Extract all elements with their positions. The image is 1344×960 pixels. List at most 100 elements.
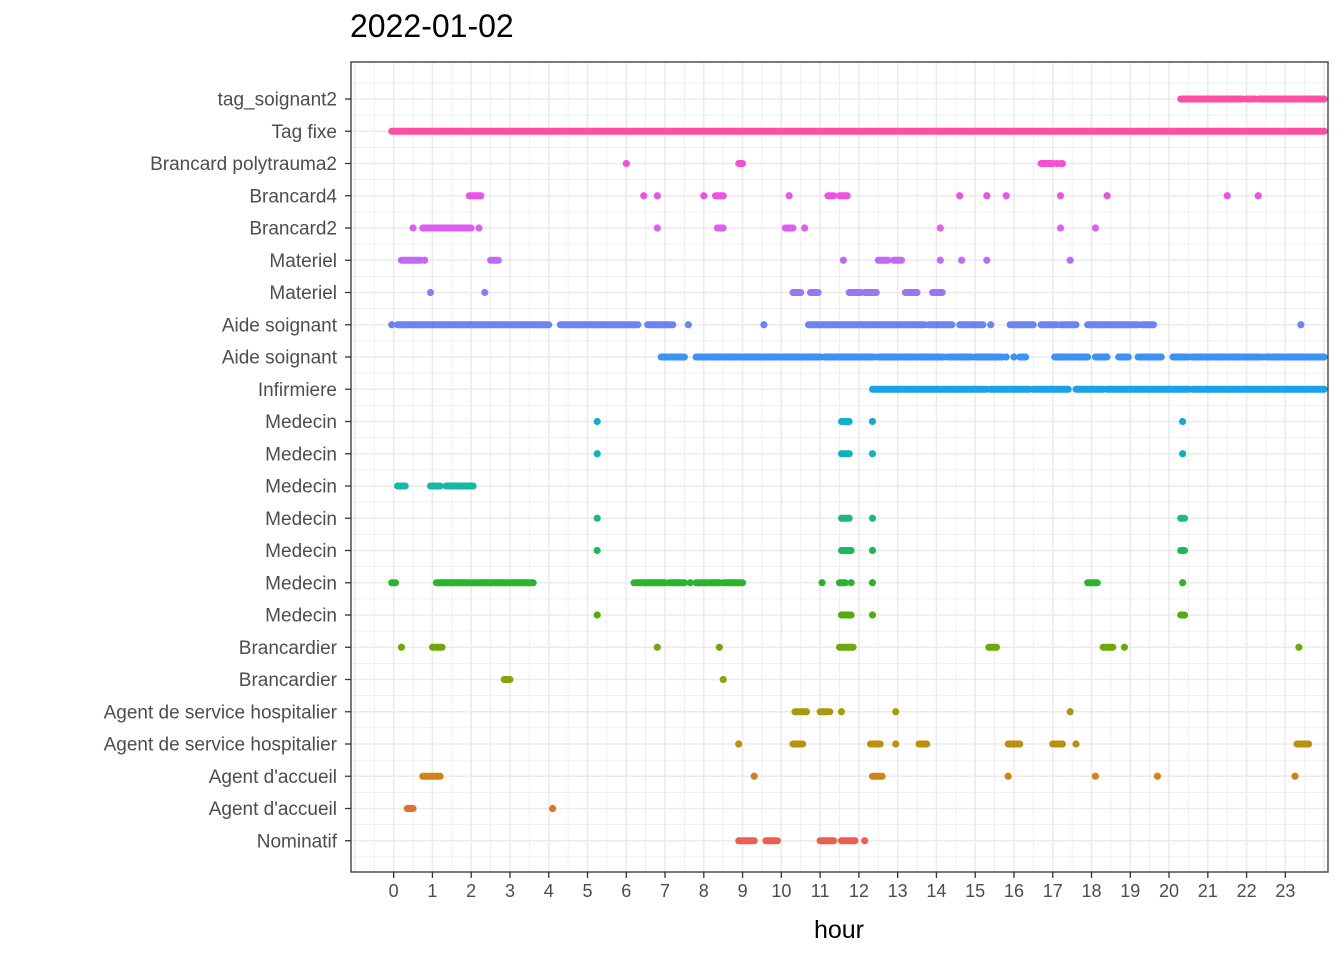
data-point xyxy=(1179,417,1187,426)
data-point xyxy=(593,514,601,522)
data-point xyxy=(1091,224,1099,232)
data-point xyxy=(987,321,995,329)
data-point xyxy=(868,417,877,426)
x-tick-label: 8 xyxy=(699,881,709,901)
y-tick-label: Medecin xyxy=(265,573,337,594)
data-point xyxy=(1053,159,1061,168)
x-tick-label: 10 xyxy=(771,881,791,901)
data-point xyxy=(1066,708,1074,716)
y-tick-label: Brancardier xyxy=(239,670,338,691)
data-point xyxy=(735,740,743,748)
x-tick-label: 18 xyxy=(1081,881,1101,901)
data-point xyxy=(868,579,877,587)
data-point xyxy=(409,224,417,232)
y-tick-label: Agent d'accueil xyxy=(209,799,337,820)
y-tick-label: Agent de service hospitalier xyxy=(104,735,338,756)
data-point xyxy=(956,192,964,200)
data-point xyxy=(593,417,601,426)
data-point xyxy=(750,772,758,780)
data-point xyxy=(1179,579,1187,587)
data-point xyxy=(868,546,877,555)
data-point xyxy=(837,708,846,716)
y-tick-label: Tag fixe xyxy=(272,122,337,143)
data-point xyxy=(785,192,793,200)
x-tick-label: 17 xyxy=(1043,881,1063,901)
data-point xyxy=(1291,772,1299,780)
y-tick-label: Materiel xyxy=(269,283,337,304)
x-tick-label: 13 xyxy=(888,881,908,901)
y-tick-label: Brancard polytrauma2 xyxy=(150,154,337,175)
data-point xyxy=(640,192,648,200)
data-point xyxy=(622,159,630,168)
y-tick-label: tag_soignant2 xyxy=(218,90,337,111)
data-point xyxy=(958,256,966,264)
data-point xyxy=(1120,643,1129,651)
y-tick-label: Aide soignant xyxy=(222,348,338,369)
data-point xyxy=(1254,192,1262,200)
y-tick-label: Materiel xyxy=(269,251,337,272)
x-tick-label: 23 xyxy=(1275,881,1295,901)
y-tick-label: Medecin xyxy=(265,412,337,433)
x-tick-label: 16 xyxy=(1004,881,1024,901)
x-tick-label: 4 xyxy=(544,881,554,901)
data-point xyxy=(481,288,489,297)
x-axis-title: hour xyxy=(814,916,864,944)
x-tick-label: 19 xyxy=(1120,881,1140,901)
data-point xyxy=(868,611,877,619)
data-point xyxy=(936,224,944,232)
x-tick-label: 15 xyxy=(965,881,985,901)
data-point xyxy=(1002,192,1010,200)
data-point xyxy=(426,288,435,297)
data-point xyxy=(593,450,601,458)
y-tick-label: Brancard4 xyxy=(249,186,337,207)
x-tick-label: 5 xyxy=(582,881,592,901)
y-tick-label: Medecin xyxy=(265,509,337,530)
x-tick-label: 9 xyxy=(738,881,748,901)
chart-title: 2022-01-02 xyxy=(350,8,514,44)
y-tick-label: Brancardier xyxy=(239,638,338,659)
data-point xyxy=(760,321,768,329)
y-tick-label: Agent d'accueil xyxy=(209,767,337,788)
data-point xyxy=(1122,353,1130,361)
x-tick-label: 20 xyxy=(1159,881,1179,901)
data-marks xyxy=(388,95,1328,845)
y-tick-label: Medecin xyxy=(265,541,337,562)
data-point xyxy=(653,192,661,200)
data-point xyxy=(1056,192,1065,200)
y-tick-label: Medecin xyxy=(265,606,337,627)
y-tick-label: Medecin xyxy=(265,477,337,498)
x-tick-label: 7 xyxy=(660,881,670,901)
data-point xyxy=(549,804,557,813)
data-point xyxy=(593,546,601,555)
data-point xyxy=(593,611,601,619)
x-tick-label: 1 xyxy=(427,881,437,901)
data-point xyxy=(1066,256,1074,264)
data-point xyxy=(983,256,991,264)
axes: tag_soignant2 Tag fixe Brancard polytrauma… xyxy=(104,90,1296,902)
data-point xyxy=(686,579,694,587)
data-point xyxy=(1004,772,1012,780)
data-point xyxy=(1091,772,1099,780)
x-tick-label: 3 xyxy=(505,881,515,901)
y-tick-label: Aide soignant xyxy=(222,315,338,336)
data-point xyxy=(715,643,723,651)
data-point xyxy=(397,643,406,651)
data-point xyxy=(653,224,661,232)
x-tick-label: 2 xyxy=(466,881,476,901)
x-tick-label: 6 xyxy=(621,881,631,901)
data-point xyxy=(1188,353,1196,361)
y-tick-label: Infirmiere xyxy=(258,380,337,401)
data-point xyxy=(983,192,991,200)
x-tick-label: 0 xyxy=(389,881,399,901)
y-tick-label: Nominatif xyxy=(257,831,338,852)
data-point xyxy=(839,256,847,264)
x-tick-label: 11 xyxy=(811,881,830,901)
data-point xyxy=(475,224,483,232)
data-point xyxy=(653,643,661,651)
x-tick-label: 14 xyxy=(926,881,946,901)
data-point xyxy=(388,321,396,329)
y-tick-label: Brancard2 xyxy=(249,219,337,240)
data-point xyxy=(892,740,900,748)
data-point xyxy=(700,192,708,200)
